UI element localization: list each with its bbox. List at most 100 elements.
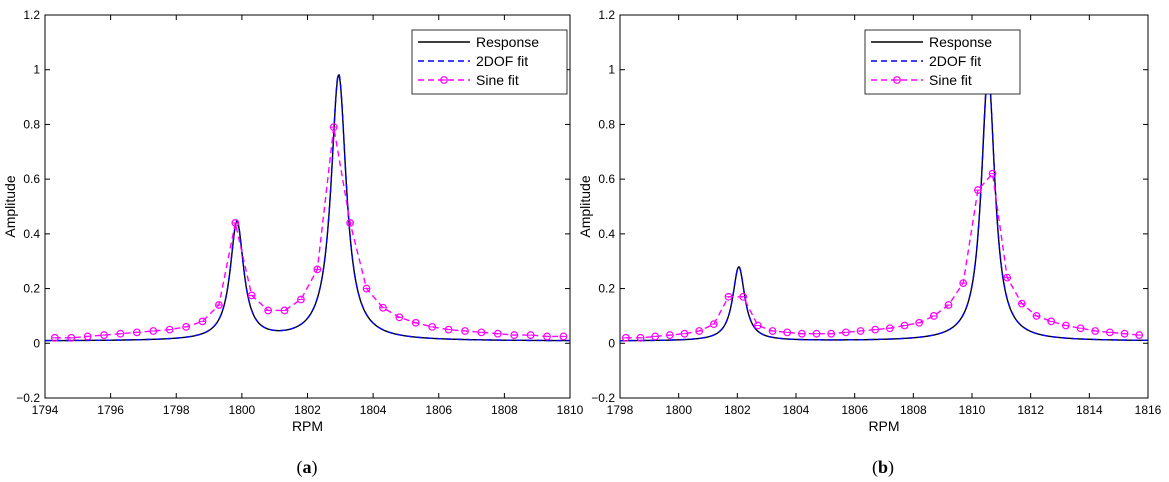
x-axis-label: RPM	[292, 418, 323, 434]
sine-fit-marker	[247, 291, 256, 300]
chart-panel-b: 1798 1800 1802 1804 1806 1808 1810 1812 1814 1816…	[577, 8, 1162, 478]
legend-label: 2DOF fit	[476, 53, 528, 69]
sine-fit-marker	[1032, 312, 1041, 320]
sine-fit-marker	[379, 303, 387, 312]
twodof-fit-line	[45, 73, 570, 342]
sine-fit-marker	[871, 325, 880, 334]
sine-fit-marker	[83, 332, 92, 341]
y-axis-label: Amplitude	[2, 175, 18, 237]
sine-fit-marker	[695, 327, 704, 335]
y-tick-label: 0.2	[23, 282, 40, 296]
sine-fit-marker	[1061, 321, 1070, 330]
sine-fit-marker	[477, 328, 486, 337]
x-tick-label: 1800	[229, 403, 256, 417]
sine-fit-marker	[783, 328, 792, 337]
x-tick-label: 1808	[491, 403, 518, 417]
sine-fit-marker	[215, 301, 223, 309]
y-tick-label: 0.2	[598, 282, 615, 296]
sine-fit-marker	[510, 331, 519, 339]
y-tick-label: 0	[33, 336, 40, 350]
x-tick-label: 1810	[959, 403, 986, 417]
x-tick-label: 1806	[425, 403, 452, 417]
sine-fit-marker	[929, 312, 938, 320]
y-tick-label: 0.4	[598, 227, 615, 241]
sine-fit-marker	[149, 327, 158, 335]
sine-fit-marker	[1076, 324, 1085, 333]
legend-label: Response	[476, 34, 539, 50]
sine-fit-marker	[428, 322, 437, 331]
y-tick-label: 1.2	[23, 8, 40, 22]
sine-fit-marker	[709, 320, 718, 329]
y-tick-label: 0.8	[23, 117, 40, 131]
sine-fit-marker	[100, 331, 108, 339]
plot-frame	[619, 14, 1149, 399]
sine-fit-marker	[797, 329, 806, 338]
x-tick-label: 1814	[1076, 403, 1103, 417]
sine-fit-marker	[944, 301, 953, 309]
sine-fit-marker	[621, 333, 630, 342]
legend-marker	[440, 76, 448, 84]
y-tick-label: 0.6	[23, 172, 40, 186]
sine-fit-marker	[988, 169, 997, 178]
y-axis-label: Amplitude	[577, 175, 593, 237]
sine-fit-marker	[67, 333, 76, 342]
y-tick-label: 0.6	[598, 172, 615, 186]
sine-fit-marker	[411, 318, 420, 327]
caption-close: )	[312, 457, 318, 478]
legend-box	[411, 29, 568, 95]
x-tick-label: 1808	[900, 403, 927, 417]
sine-fit-marker	[1017, 299, 1026, 308]
twodof-fit-line	[620, 70, 1148, 342]
sine-fit-marker	[543, 332, 551, 341]
sine-fit-marker	[812, 329, 821, 338]
legend-box	[864, 29, 1021, 95]
x-tick-label: 1804	[360, 403, 387, 417]
y-tick-label: 0.4	[23, 227, 40, 241]
x-tick-label: 1794	[32, 403, 59, 417]
sine-fit-line	[54, 127, 564, 339]
sine-fit-marker	[1135, 331, 1144, 339]
y-tick-label: −0.2	[16, 391, 40, 405]
x-tick-label: 1796	[97, 403, 124, 417]
legend: Response 2DOF fit Sine fit	[411, 29, 568, 95]
sine-fit-marker	[915, 318, 924, 327]
legend: Response 2DOF fit Sine fit	[864, 29, 1021, 95]
legend-label: Sine fit	[929, 72, 972, 88]
sine-fit-marker	[313, 265, 322, 274]
sine-fit-marker	[329, 123, 338, 132]
sine-fit-marker	[1003, 273, 1012, 282]
sine-fit-marker	[1120, 329, 1129, 338]
y-tick-label: −0.2	[591, 391, 615, 405]
x-tick-label: 1798	[607, 403, 634, 417]
sine-fit-marker	[900, 321, 909, 330]
sine-fit-marker	[973, 186, 982, 194]
response-line	[45, 74, 570, 342]
sine-fit-marker	[280, 306, 289, 315]
sine-fit-marker	[493, 329, 502, 338]
sine-fit-marker	[724, 292, 733, 301]
sine-fit-marker	[559, 332, 568, 341]
x-axis-label: RPM	[868, 418, 899, 434]
caption-letter: b	[878, 457, 888, 477]
sine-fit-marker	[856, 327, 865, 335]
y-tick-label: 1	[608, 63, 615, 77]
sine-fit-marker	[198, 317, 207, 326]
sine-fit-marker	[885, 324, 894, 333]
sine-fit-marker	[231, 219, 240, 227]
sine-fit-marker	[132, 328, 141, 337]
x-tick-label: 1802	[294, 403, 321, 417]
caption-letter: a	[303, 457, 312, 477]
sine-fit-marker	[768, 327, 777, 335]
y-tick-label: 0.8	[598, 117, 615, 131]
x-tick-label: 1810	[557, 403, 584, 417]
sine-fit-marker	[651, 332, 660, 341]
sine-fit-marker	[264, 306, 273, 315]
sine-fit-marker	[526, 331, 535, 339]
y-tick-label: 1	[33, 63, 40, 77]
caption-open: (	[872, 457, 878, 478]
caption-open: (	[297, 457, 303, 478]
sine-fit-marker	[116, 329, 125, 338]
sine-fit-marker	[182, 322, 190, 331]
sine-fit-marker	[665, 331, 674, 339]
